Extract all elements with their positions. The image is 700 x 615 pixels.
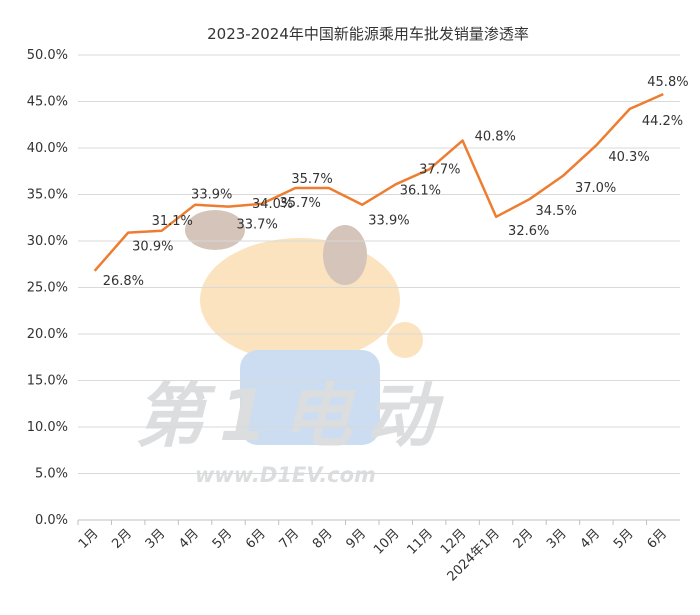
data-label: 33.7%	[237, 218, 278, 233]
watermark-main-text: 第1电动	[135, 375, 450, 457]
data-label: 34.5%	[536, 204, 577, 219]
data-label: 34.0%	[252, 197, 293, 212]
chart-title: 2023-2024年中国新能源乘用车批发销量渗透率	[207, 25, 529, 43]
data-label: 40.3%	[608, 150, 649, 165]
data-label: 33.9%	[368, 214, 409, 229]
x-tick-label: 5月	[210, 526, 236, 552]
y-tick-label: 20.0%	[27, 327, 68, 342]
x-tick-label: 4月	[578, 526, 604, 552]
mascot-ear-left	[185, 210, 245, 250]
mascot-ear-right	[323, 225, 367, 285]
x-tick-label: 6月	[644, 526, 670, 552]
x-tick-label: 2月	[109, 526, 135, 552]
watermark-logo: 第1电动 www.D1EV.com	[135, 210, 450, 487]
y-tick-label: 30.0%	[27, 234, 68, 249]
x-tick-label: 3月	[544, 526, 570, 552]
y-tick-label: 25.0%	[27, 281, 68, 296]
data-label: 35.7%	[280, 196, 321, 211]
data-label: 31.1%	[152, 214, 193, 229]
x-tick-label: 4月	[176, 526, 202, 552]
x-tick-label: 7月	[277, 526, 303, 552]
mascot-body	[240, 350, 380, 445]
series-line	[93, 92, 664, 272]
x-tick-label: 10月	[371, 526, 402, 557]
data-label: 35.7%	[291, 172, 332, 187]
data-label: 40.8%	[475, 130, 516, 145]
x-tick-label: 6月	[243, 526, 269, 552]
data-label: 33.9%	[191, 188, 232, 203]
data-label: 36.1%	[400, 183, 441, 198]
x-tick-label: 1月	[76, 526, 102, 552]
mascot-thumb	[387, 322, 423, 358]
y-tick-label: 0.0%	[35, 513, 68, 528]
y-tick-label: 5.0%	[35, 467, 68, 482]
mascot-head	[200, 238, 400, 362]
y-tick-label: 45.0%	[27, 95, 68, 110]
data-label: 30.9%	[132, 240, 173, 255]
y-tick-label: 15.0%	[27, 374, 68, 389]
x-tick-label: 11月	[404, 526, 435, 557]
data-label: 26.8%	[103, 274, 144, 289]
y-tick-label: 10.0%	[27, 420, 68, 435]
data-label: 44.2%	[642, 114, 683, 129]
x-tick-label: 9月	[343, 526, 369, 552]
x-tick-label: 3月	[143, 526, 169, 552]
x-tick-label: 2月	[511, 526, 537, 552]
data-label: 37.0%	[575, 181, 616, 196]
x-tick-label: 5月	[611, 526, 637, 552]
x-tick-label: 8月	[310, 526, 336, 552]
data-label: 37.7%	[419, 162, 460, 177]
y-tick-label: 50.0%	[27, 48, 68, 63]
data-label: 32.6%	[508, 224, 549, 239]
data-label: 45.8%	[647, 75, 688, 90]
y-tick-label: 35.0%	[27, 188, 68, 203]
watermark-url: www.D1EV.com	[195, 463, 376, 487]
y-tick-label: 40.0%	[27, 141, 68, 156]
